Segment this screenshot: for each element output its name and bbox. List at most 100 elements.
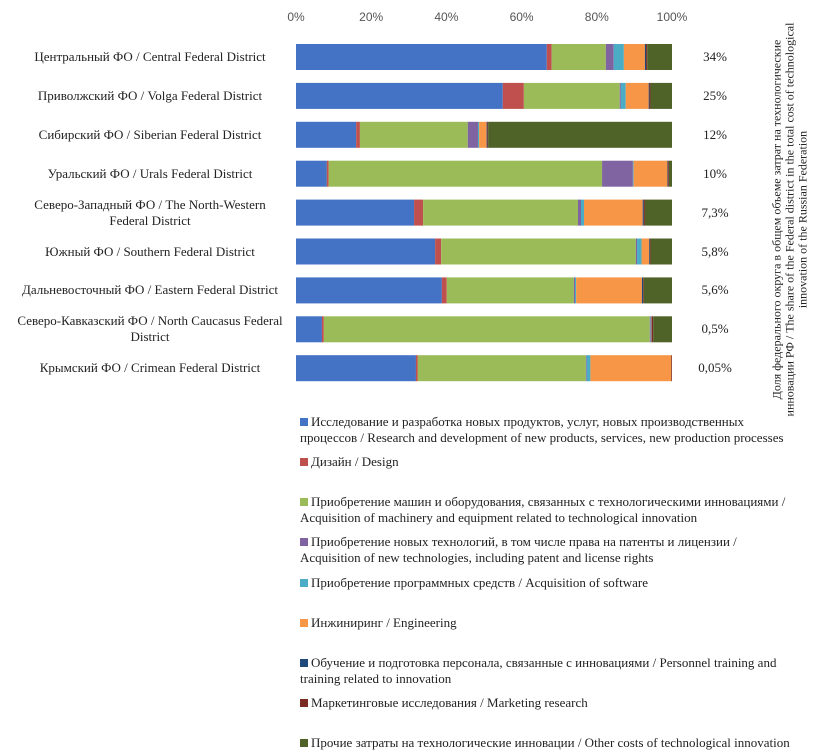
bar-segment: [576, 277, 642, 303]
x-tick-label: 0%: [271, 10, 321, 24]
bar-segment: [296, 83, 503, 109]
legend-label: Приобретение машин и оборудования, связа…: [300, 494, 785, 525]
bar-segment: [329, 161, 602, 187]
bar-segment: [322, 316, 324, 342]
bar-segment: [578, 200, 581, 226]
bar-segment: [653, 316, 672, 342]
bar-segment: [614, 44, 624, 70]
share-label: 0,05%: [690, 360, 740, 376]
share-label: 5,6%: [690, 282, 740, 298]
bar-segment: [620, 83, 621, 109]
legend-swatch: [300, 538, 308, 546]
bar-segment: [360, 122, 468, 148]
legend-swatch: [300, 579, 308, 587]
bar-segment: [645, 200, 672, 226]
bar-segment: [552, 44, 606, 70]
share-label: 25%: [690, 88, 740, 104]
bar-segment: [668, 161, 669, 187]
legend-label: Приобретение программных средств / Acqui…: [311, 575, 648, 590]
legend-swatch: [300, 659, 308, 667]
bar-segment: [574, 277, 575, 303]
bar-segment: [642, 277, 643, 303]
legend-label: Обучение и подготовка персонала, связанн…: [300, 655, 776, 686]
bar-segment: [435, 239, 441, 265]
x-tick-label: 60%: [497, 10, 547, 24]
bar-segment: [644, 200, 645, 226]
bar-segment: [296, 161, 327, 187]
legend-item: Исследование и разработка новых продукто…: [300, 414, 795, 446]
bar-segment: [669, 161, 672, 187]
bar-segment: [296, 200, 414, 226]
share-label: 0,5%: [690, 321, 740, 337]
bar-segment: [503, 83, 524, 109]
bar-segment: [488, 122, 672, 148]
share-label: 34%: [690, 49, 740, 65]
bar-segment: [524, 83, 620, 109]
legend-label: Дизайн / Design: [311, 454, 399, 469]
legend-label: Инжиниринг / Engineering: [311, 615, 457, 630]
legend-swatch: [300, 739, 308, 747]
bar-segment: [296, 239, 435, 265]
bar-segment: [651, 83, 672, 109]
bar-segment: [633, 161, 634, 187]
bar-segment: [478, 122, 479, 148]
bar-segment: [418, 355, 586, 381]
bar-segment: [652, 316, 654, 342]
share-label: 10%: [690, 166, 740, 182]
bar-segment: [296, 44, 547, 70]
legend-item: Инжиниринг / Engineering: [300, 615, 795, 631]
bar-segment: [584, 200, 643, 226]
bar-segment: [671, 355, 672, 381]
bar-segment: [581, 200, 584, 226]
bar-segment: [649, 83, 650, 109]
bar-segment: [296, 355, 416, 381]
bar-segment: [634, 161, 668, 187]
legend-label: Исследование и разработка новых продукто…: [300, 414, 784, 445]
legend-item: Обучение и подготовка персонала, связанн…: [300, 655, 795, 687]
share-label: 12%: [690, 127, 740, 143]
bar-segment: [642, 239, 650, 265]
bar-segment: [626, 83, 649, 109]
bar-segment: [356, 122, 360, 148]
bar-segment: [644, 277, 672, 303]
bar-segment: [547, 44, 552, 70]
bar-segment: [487, 122, 488, 148]
category-label: Приволжский ФО / Volga Federal District: [14, 88, 286, 104]
bar-segment: [487, 122, 488, 148]
bar-segment: [651, 239, 672, 265]
legend-swatch: [300, 418, 308, 426]
bar-segment: [590, 355, 671, 381]
bar-segment: [575, 277, 576, 303]
bar-segment: [441, 239, 636, 265]
x-tick-label: 100%: [647, 10, 697, 24]
bar-segment: [643, 277, 644, 303]
bar-segment: [667, 161, 668, 187]
legend-item: Приобретение новых технологий, в том чис…: [300, 534, 795, 566]
category-label: Крымский ФО / Crimean Federal District: [14, 360, 286, 376]
category-label: Уральский ФО / Urals Federal District: [14, 166, 286, 182]
bar-segment: [649, 239, 650, 265]
legend-swatch: [300, 619, 308, 627]
bar-segment: [423, 200, 578, 226]
legend-item: Прочие затраты на технологические иннова…: [300, 735, 795, 751]
legend-swatch: [300, 498, 308, 506]
bar-segment: [447, 277, 574, 303]
bar-segment: [606, 44, 614, 70]
bar-segment: [416, 355, 418, 381]
x-tick-label: 20%: [346, 10, 396, 24]
bar-segment: [636, 239, 637, 265]
category-label: Центральный ФО / Central Federal Distric…: [14, 49, 286, 65]
legend-swatch: [300, 699, 308, 707]
bar-segment: [296, 277, 442, 303]
bar-segment: [645, 44, 646, 70]
bar-segment: [624, 44, 645, 70]
bar-segment: [621, 83, 626, 109]
bar-segment: [324, 316, 650, 342]
x-tick-label: 40%: [421, 10, 471, 24]
bar-segment: [468, 122, 478, 148]
category-label: Южный ФО / Southern Federal District: [14, 244, 286, 260]
legend-label: Приобретение новых технологий, в том чис…: [300, 534, 737, 565]
share-title: Доля федерального округа в общем объеме …: [771, 20, 810, 420]
category-label: Дальневосточный ФО / Eastern Federal Dis…: [14, 282, 286, 298]
